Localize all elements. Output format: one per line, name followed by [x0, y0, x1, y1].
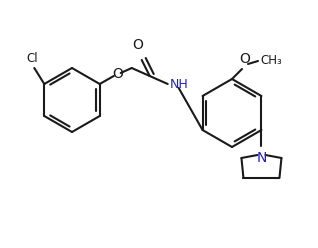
Text: N: N: [256, 151, 266, 165]
Text: CH₃: CH₃: [260, 55, 282, 67]
Text: Cl: Cl: [26, 52, 38, 65]
Text: NH: NH: [170, 79, 189, 92]
Text: O: O: [112, 67, 123, 81]
Text: O: O: [239, 52, 251, 66]
Text: O: O: [132, 38, 143, 52]
